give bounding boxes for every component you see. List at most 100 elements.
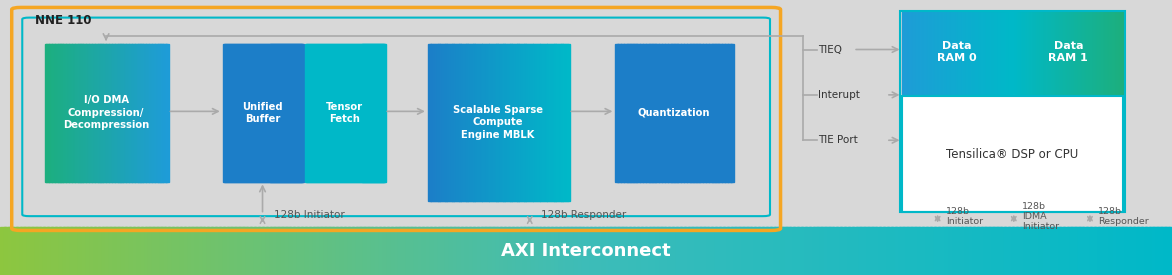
Bar xyxy=(137,227,143,275)
Bar xyxy=(383,44,386,182)
Bar xyxy=(625,227,632,275)
Bar xyxy=(844,227,850,275)
Bar xyxy=(305,44,307,182)
Bar xyxy=(74,227,81,275)
Bar xyxy=(871,227,878,275)
Bar xyxy=(984,227,990,275)
Bar xyxy=(129,227,135,275)
Bar xyxy=(253,44,255,182)
Bar xyxy=(15,227,22,275)
Bar xyxy=(259,44,260,182)
Bar xyxy=(62,227,69,275)
Bar xyxy=(800,227,808,275)
Bar xyxy=(497,44,499,201)
Bar xyxy=(275,44,278,182)
Bar xyxy=(1023,11,1026,94)
Bar xyxy=(464,44,468,201)
Bar xyxy=(69,44,71,182)
Bar xyxy=(949,227,955,275)
Bar xyxy=(949,11,952,94)
Bar xyxy=(318,44,320,182)
Bar xyxy=(299,44,301,182)
Bar xyxy=(50,227,57,275)
Bar xyxy=(904,11,906,94)
Bar xyxy=(434,44,436,201)
Bar xyxy=(1062,11,1064,94)
Bar xyxy=(1047,11,1049,94)
Bar xyxy=(979,11,981,94)
Bar xyxy=(1122,11,1124,94)
Bar xyxy=(988,11,990,94)
Bar xyxy=(144,227,151,275)
Bar xyxy=(59,44,61,182)
Bar xyxy=(246,227,252,275)
Bar xyxy=(1090,11,1092,94)
Bar xyxy=(383,227,389,275)
Bar xyxy=(805,227,811,275)
Bar xyxy=(724,44,727,182)
Bar xyxy=(258,44,260,182)
Bar xyxy=(79,227,84,275)
Bar xyxy=(488,44,490,201)
Bar xyxy=(977,11,980,94)
Bar xyxy=(693,44,696,182)
Bar xyxy=(46,44,49,182)
Bar xyxy=(566,227,573,275)
Bar xyxy=(245,44,247,182)
Bar xyxy=(1056,11,1058,94)
Bar xyxy=(270,44,272,182)
Bar xyxy=(367,44,369,182)
Bar xyxy=(137,44,139,182)
Bar xyxy=(471,44,475,201)
Bar xyxy=(1098,227,1104,275)
Bar xyxy=(720,44,722,182)
Bar xyxy=(94,227,100,275)
Bar xyxy=(329,44,332,182)
Text: I/O DMA
Compression/
Decompression: I/O DMA Compression/ Decompression xyxy=(63,95,149,130)
Bar xyxy=(142,44,144,182)
Bar xyxy=(339,44,341,182)
Bar xyxy=(554,227,561,275)
Bar xyxy=(1055,11,1057,94)
Bar xyxy=(537,44,539,201)
Bar xyxy=(676,227,682,275)
Bar xyxy=(340,44,342,182)
Bar xyxy=(887,227,893,275)
Bar xyxy=(1082,11,1084,94)
Bar xyxy=(387,227,393,275)
Bar xyxy=(328,44,331,182)
Bar xyxy=(1129,227,1136,275)
Bar xyxy=(645,44,647,182)
Bar xyxy=(325,44,327,182)
Bar xyxy=(27,227,34,275)
Bar xyxy=(536,227,541,275)
Bar xyxy=(635,44,639,182)
Bar xyxy=(622,44,626,182)
Bar xyxy=(1088,11,1090,94)
Bar xyxy=(68,44,70,182)
Bar xyxy=(731,44,734,182)
Bar xyxy=(1145,227,1151,275)
Bar xyxy=(1020,11,1022,94)
Bar xyxy=(918,11,920,94)
Bar xyxy=(995,11,997,94)
Bar xyxy=(1082,227,1089,275)
Bar xyxy=(691,44,694,182)
Bar xyxy=(253,44,254,182)
Bar xyxy=(345,44,347,182)
Bar xyxy=(518,44,520,201)
Bar xyxy=(643,44,646,182)
Bar xyxy=(1117,11,1120,94)
Bar xyxy=(281,227,287,275)
Bar xyxy=(239,44,240,182)
Bar xyxy=(295,44,298,182)
Bar xyxy=(251,44,253,182)
Bar xyxy=(172,227,178,275)
Bar xyxy=(314,44,316,182)
Bar xyxy=(410,227,416,275)
Bar xyxy=(642,44,645,182)
Bar xyxy=(376,44,379,182)
Bar xyxy=(472,227,479,275)
Bar xyxy=(1104,11,1106,94)
Bar xyxy=(955,11,959,94)
